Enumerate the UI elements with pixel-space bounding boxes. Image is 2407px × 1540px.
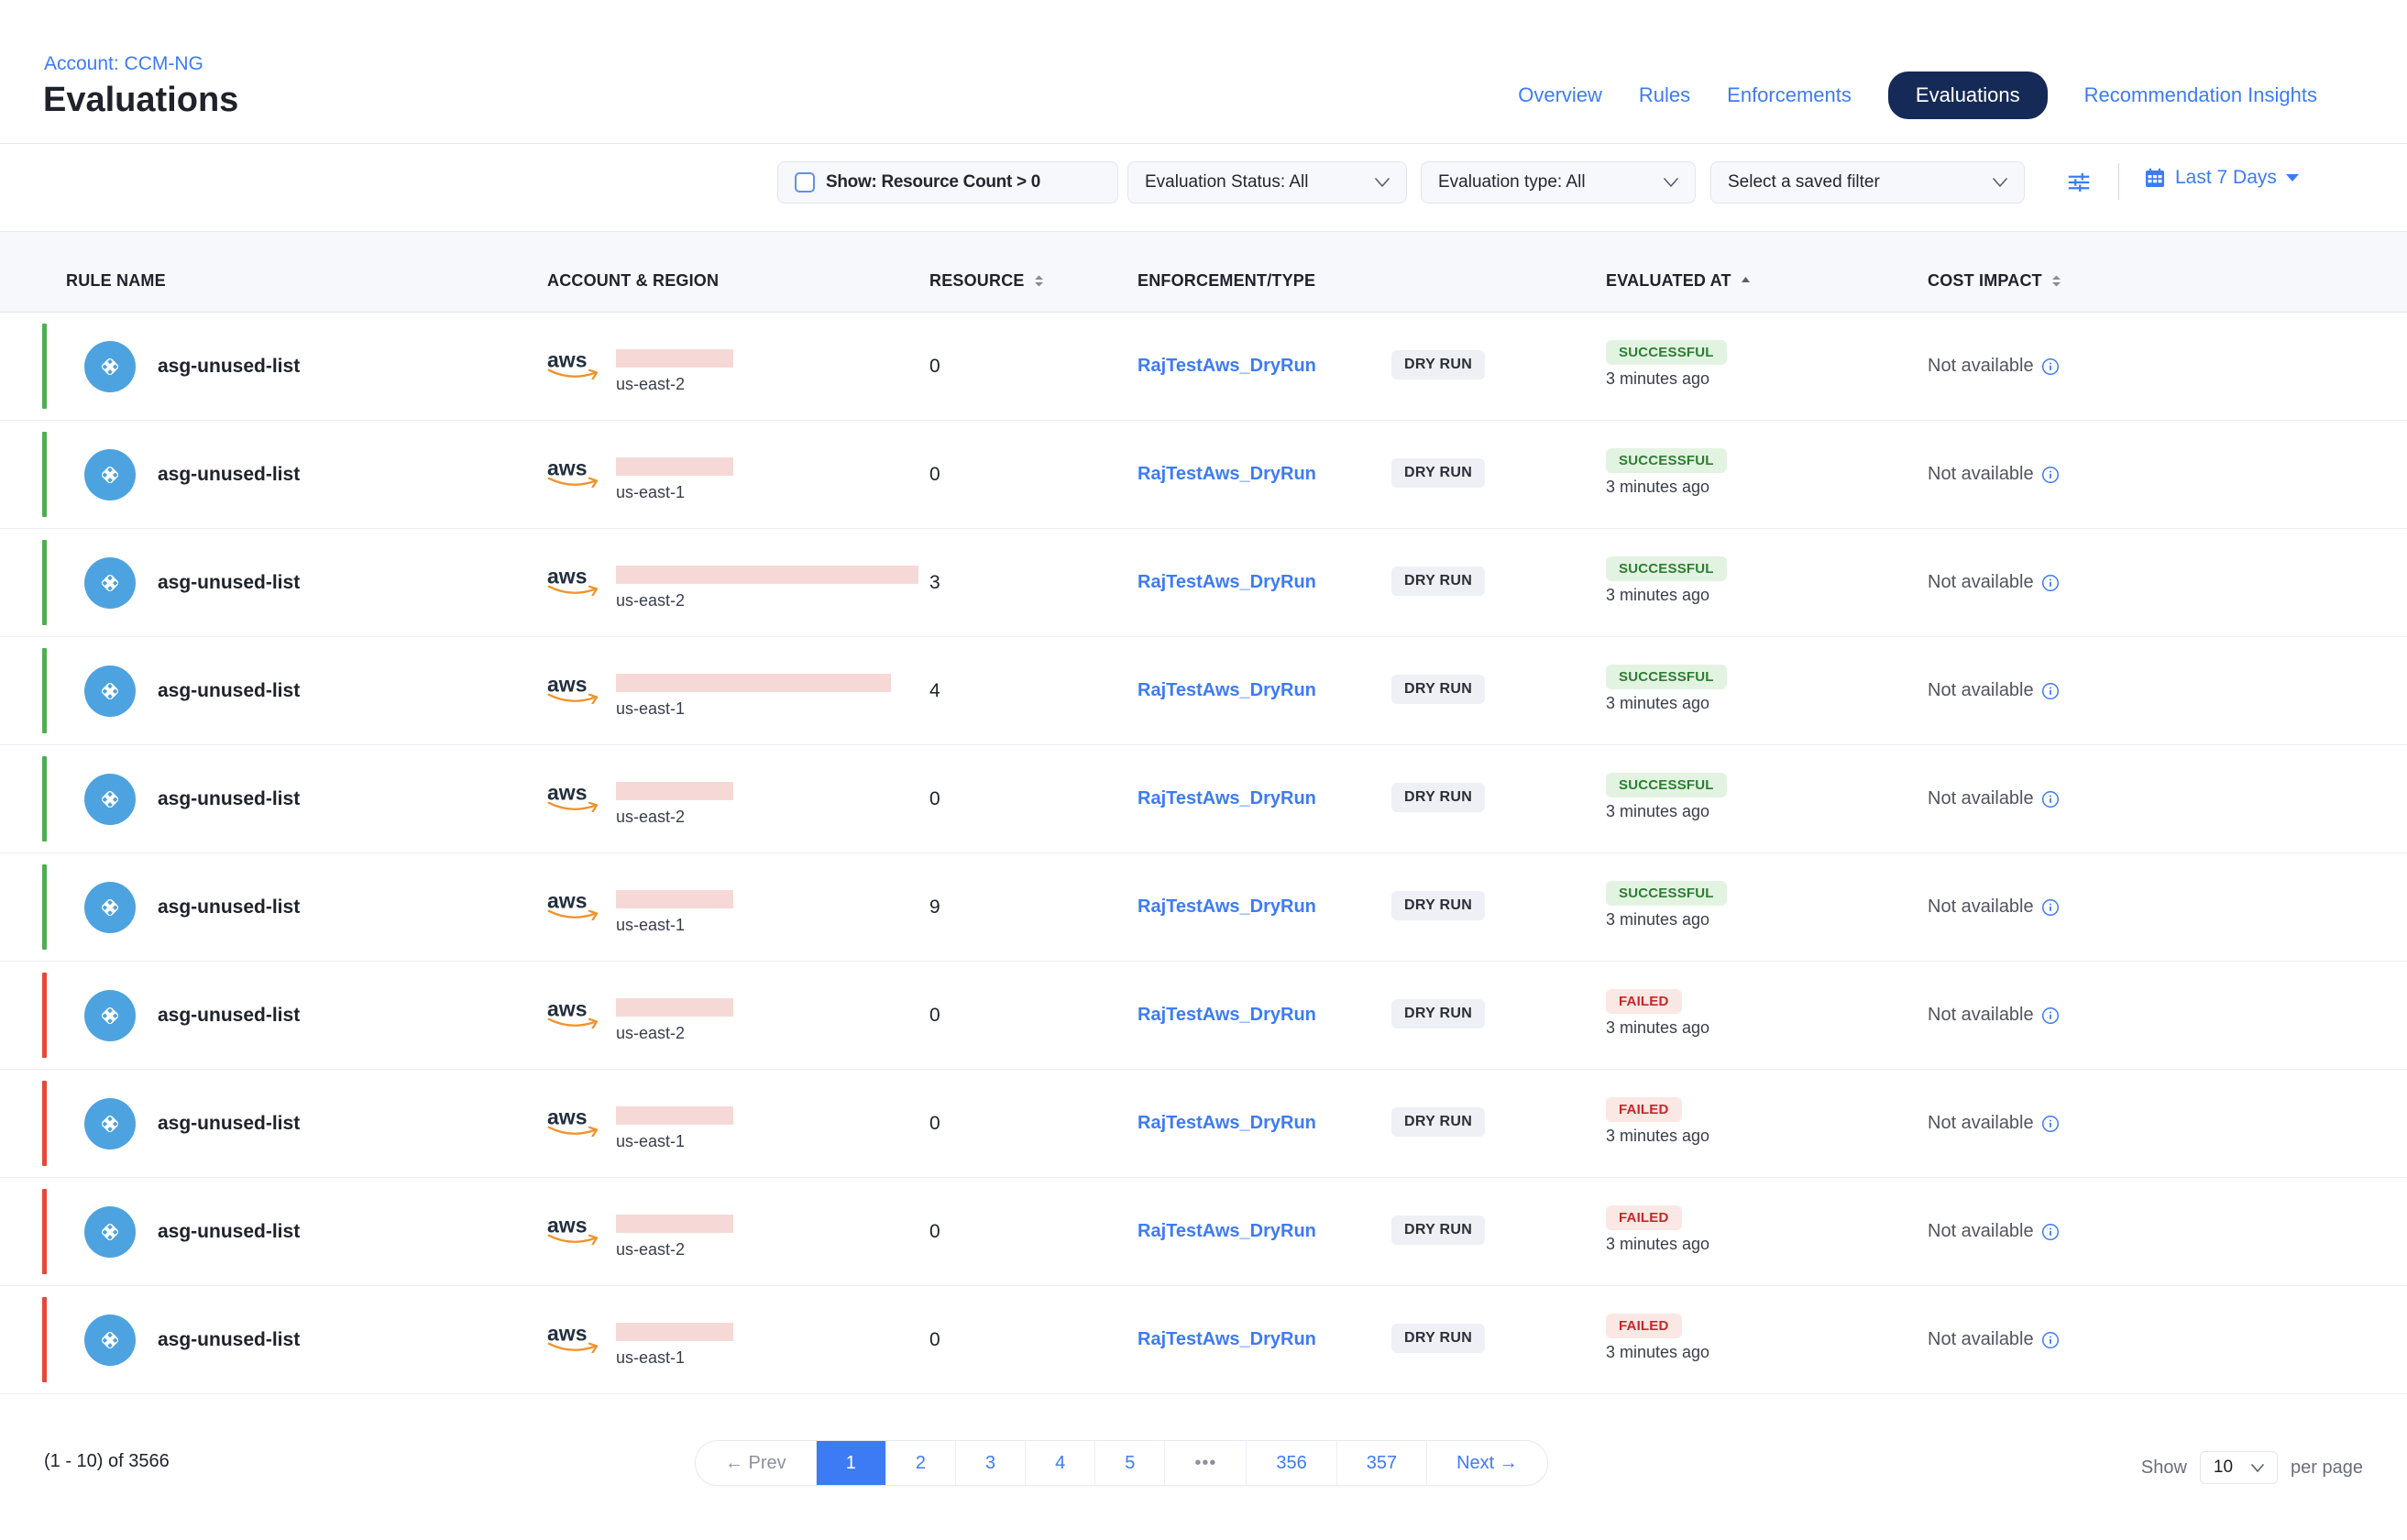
svg-text:aws: aws bbox=[547, 672, 588, 696]
svg-text:aws: aws bbox=[547, 888, 588, 912]
svg-text:aws: aws bbox=[547, 1105, 588, 1128]
svg-text:aws: aws bbox=[547, 347, 588, 371]
svg-text:aws: aws bbox=[547, 996, 588, 1020]
svg-text:aws: aws bbox=[547, 780, 588, 804]
svg-text:aws: aws bbox=[547, 564, 588, 588]
svg-text:aws: aws bbox=[547, 1213, 588, 1237]
svg-text:aws: aws bbox=[547, 1321, 588, 1345]
svg-text:aws: aws bbox=[547, 456, 588, 479]
